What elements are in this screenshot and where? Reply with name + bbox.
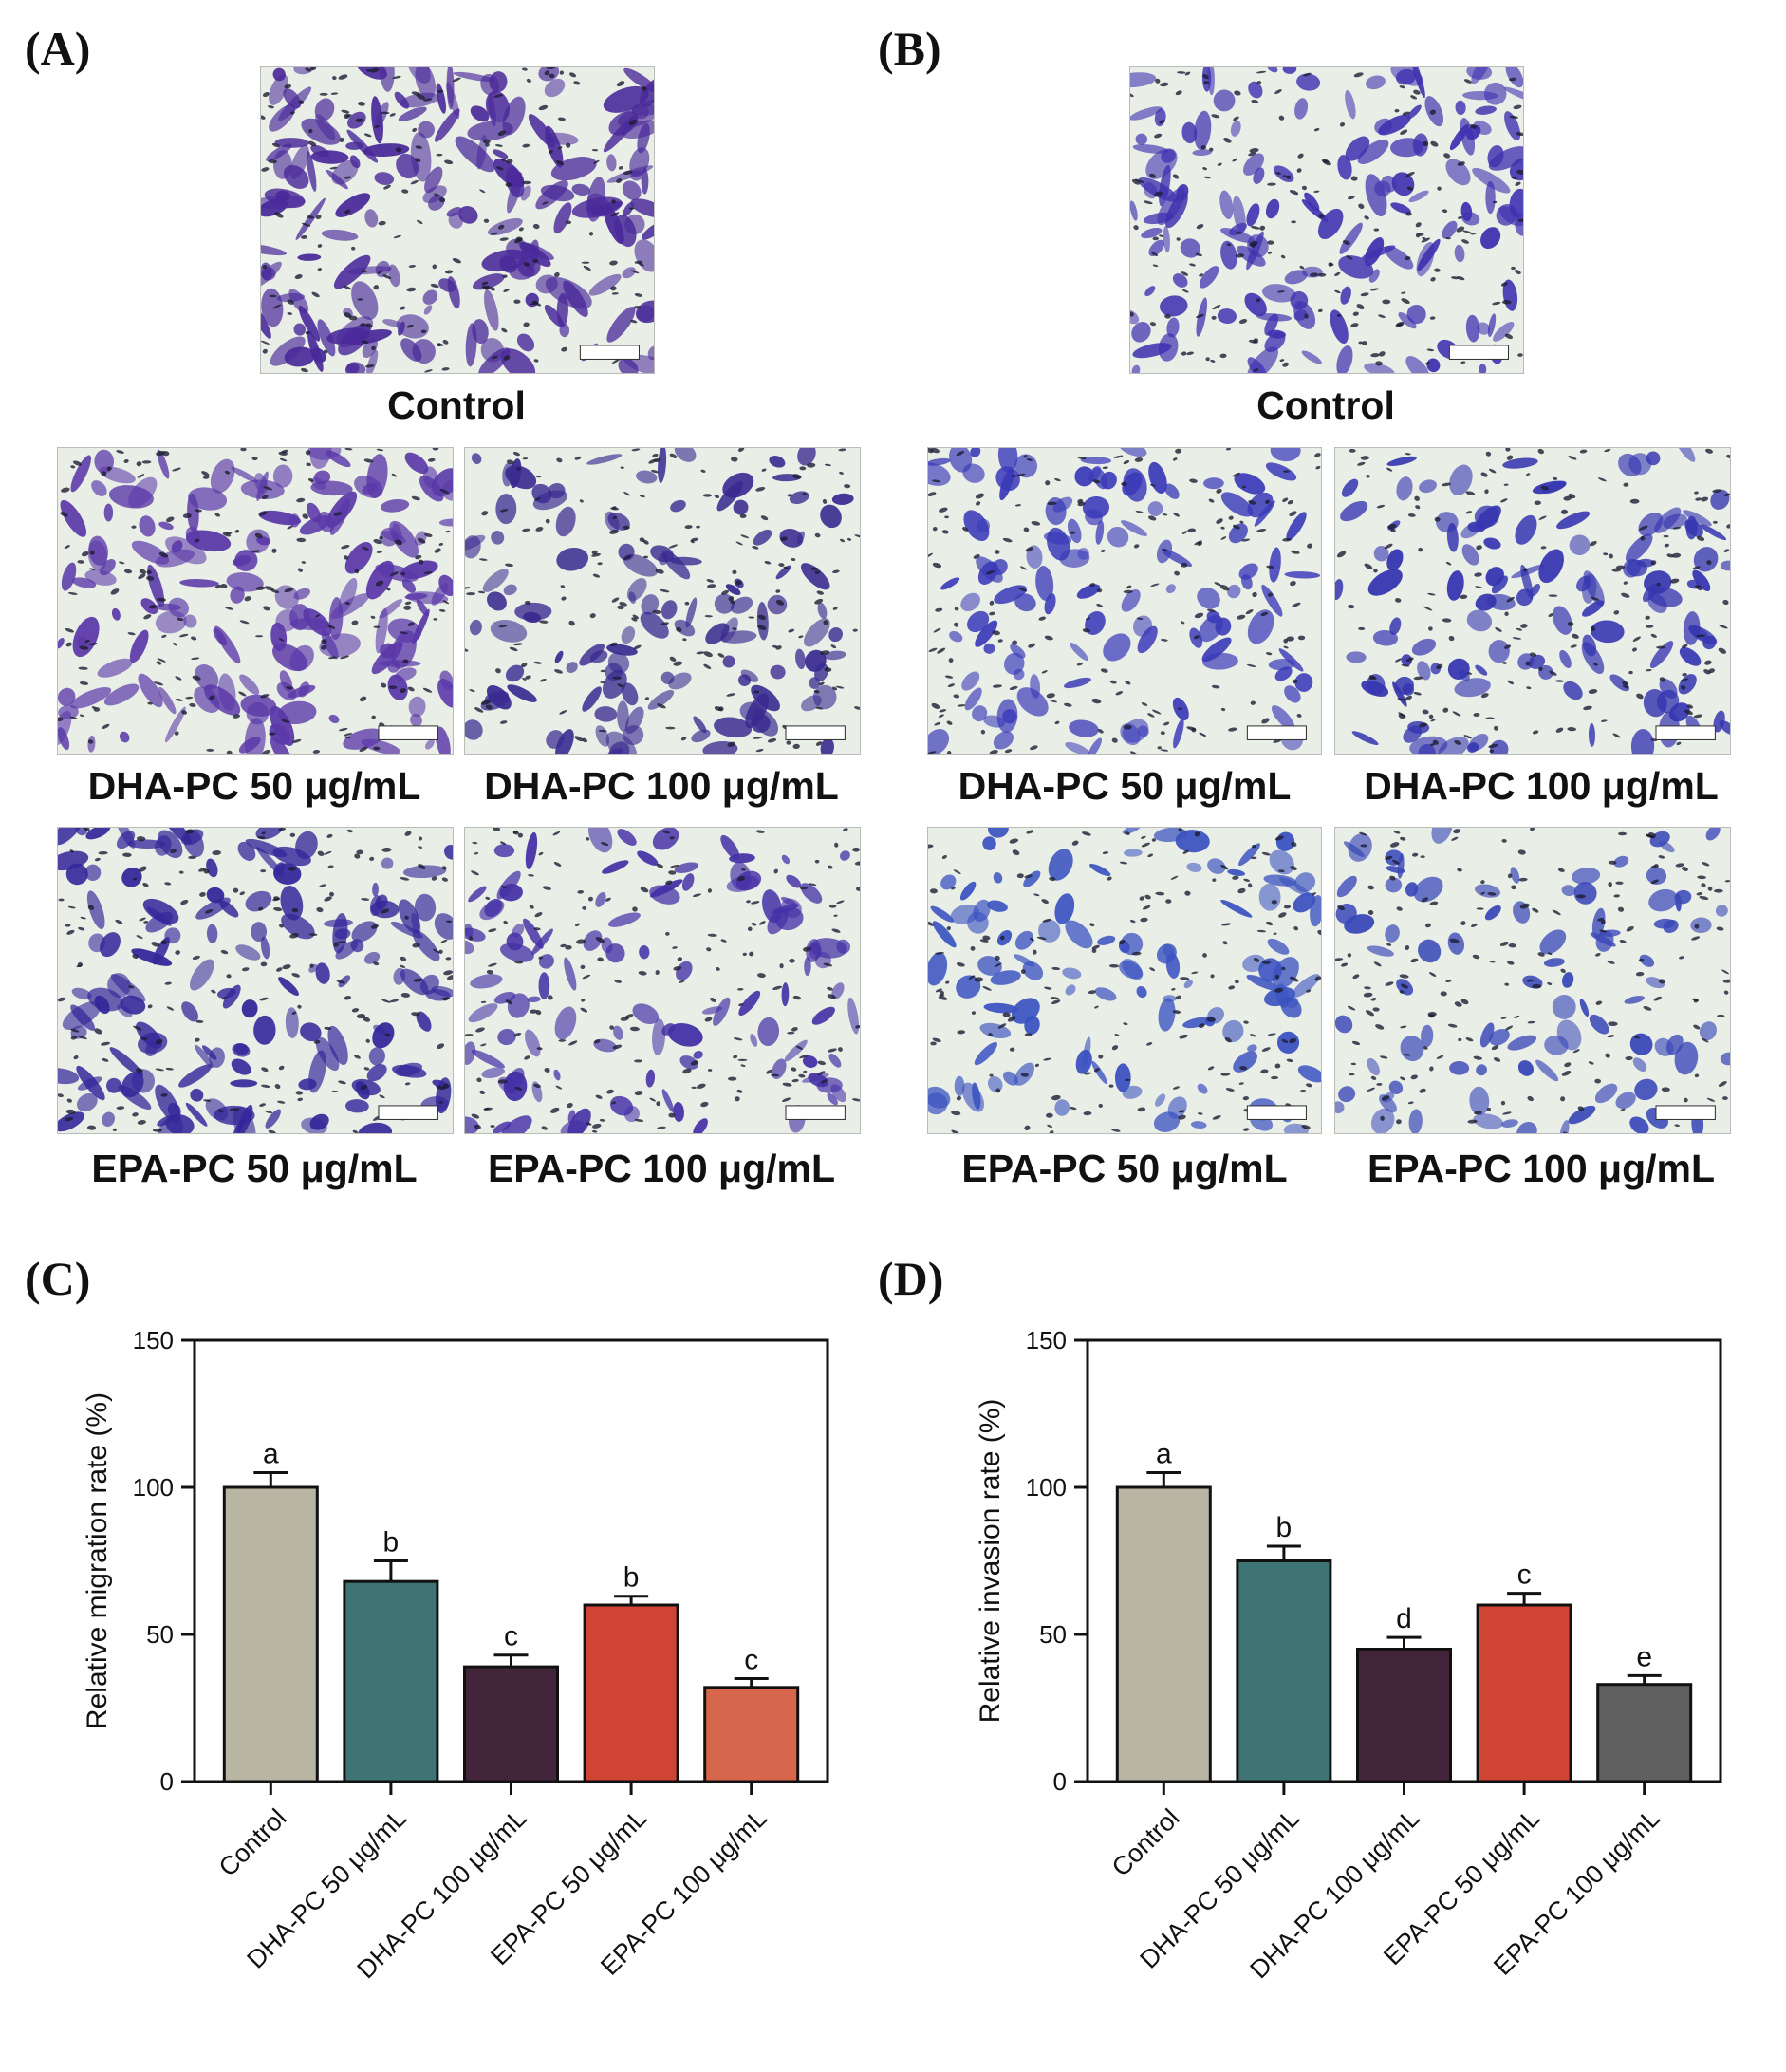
y-axis-label: Relative migration rate (%) — [82, 1392, 113, 1729]
micrograph-a-dha100 — [464, 447, 861, 755]
y-tick-label: 100 — [133, 1473, 174, 1502]
bar-3 — [1356, 1648, 1452, 1783]
significance-letter: a — [1156, 1439, 1172, 1470]
bar-3 — [463, 1665, 559, 1783]
bar-2 — [1236, 1559, 1332, 1783]
bar-5 — [703, 1686, 800, 1783]
bar-4 — [1476, 1603, 1572, 1783]
micrograph-b-epa100 — [1334, 827, 1731, 1134]
micrograph-b-epa100-canvas — [1335, 828, 1730, 1133]
micrograph-a-epa50-canvas — [58, 828, 453, 1133]
significance-letter: c — [744, 1645, 758, 1676]
micrograph-b-epa50 — [927, 827, 1322, 1134]
y-tick-label: 100 — [1026, 1473, 1067, 1502]
micrograph-a-dha50-canvas — [58, 448, 453, 754]
micrograph-a-epa100-canvas — [465, 828, 860, 1133]
bar-chart-migration: 0 50 100 150 Relative migration rate (%) a Con… — [82, 1326, 829, 1984]
y-tick-label: 50 — [1039, 1620, 1067, 1649]
micrograph-a-dha100-canvas — [465, 448, 860, 754]
bar-5 — [1596, 1683, 1693, 1783]
significance-letter: a — [263, 1439, 279, 1470]
significance-letter: b — [1276, 1512, 1293, 1543]
y-tick-label: 150 — [1026, 1326, 1067, 1354]
panel-label-d: (D) — [878, 1252, 944, 1305]
caption-b-epa100: EPA-PC 100 μg/mL — [1367, 1147, 1716, 1190]
micrograph-a-control-canvas — [261, 67, 654, 373]
caption-b-control: Control — [1256, 383, 1395, 427]
panel-label-a: (A) — [25, 22, 91, 75]
x-tick-label: Control — [214, 1803, 292, 1882]
micrograph-b-epa50-canvas — [928, 828, 1321, 1133]
caption-a-dha50: DHA-PC 50 μg/mL — [87, 764, 421, 808]
significance-letter: b — [383, 1527, 400, 1559]
micrograph-a-control — [260, 66, 655, 374]
bar-1 — [1115, 1485, 1212, 1783]
significance-letter: b — [623, 1562, 640, 1594]
significance-letter: d — [1396, 1603, 1412, 1634]
significance-letter: c — [504, 1621, 518, 1652]
significance-letter: e — [1636, 1641, 1652, 1672]
caption-b-dha50: DHA-PC 50 μg/mL — [958, 764, 1292, 808]
caption-a-epa100: EPA-PC 100 μg/mL — [487, 1147, 836, 1190]
y-tick-label: 0 — [160, 1767, 174, 1796]
y-tick-label: 50 — [146, 1620, 174, 1649]
y-tick-label: 0 — [1053, 1767, 1067, 1796]
micrograph-b-dha100-canvas — [1335, 448, 1730, 754]
bar-chart-invasion: 0 50 100 150 Relative invasion rate (%) a Cont… — [975, 1326, 1722, 1984]
micrograph-b-dha50-canvas — [928, 448, 1321, 754]
micrograph-a-epa100 — [464, 827, 861, 1134]
micrograph-b-control-canvas — [1130, 67, 1523, 373]
significance-letter: c — [1517, 1559, 1532, 1591]
caption-a-control: Control — [387, 383, 526, 427]
x-tick-label: Control — [1107, 1803, 1185, 1882]
caption-a-dha100: DHA-PC 100 μg/mL — [484, 764, 839, 808]
caption-a-epa50: EPA-PC 50 μg/mL — [91, 1147, 418, 1190]
micrograph-a-epa50 — [57, 827, 454, 1134]
micrograph-b-dha50 — [927, 447, 1322, 755]
caption-b-epa50: EPA-PC 50 μg/mL — [961, 1147, 1288, 1190]
micrograph-a-dha50 — [57, 447, 454, 755]
micrograph-b-dha100 — [1334, 447, 1731, 755]
caption-b-dha100: DHA-PC 100 μg/mL — [1364, 764, 1719, 808]
panel-label-c: (C) — [25, 1252, 91, 1305]
micrograph-b-control — [1129, 66, 1524, 374]
y-tick-label: 150 — [133, 1326, 174, 1354]
panel-label-b: (B) — [878, 22, 941, 75]
y-axis-label: Relative invasion rate (%) — [975, 1399, 1006, 1724]
bar-2 — [343, 1579, 439, 1783]
bar-1 — [222, 1485, 319, 1783]
bar-4 — [583, 1603, 679, 1783]
